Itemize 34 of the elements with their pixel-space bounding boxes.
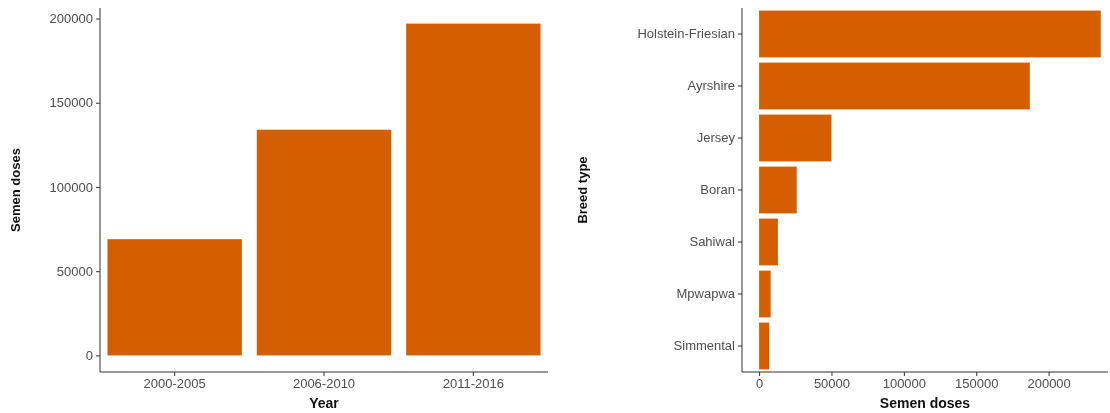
y-tick-label: 0 (85, 348, 93, 364)
bar (759, 322, 770, 370)
y-tick-label: 100000 (49, 179, 93, 195)
x-tick-label: 0 (755, 376, 764, 392)
x-tick-label: 2011-2016 (442, 376, 504, 392)
y-tick-label: 50000 (56, 263, 93, 279)
y-tick-label: Jersey (696, 130, 736, 146)
x-tick-label: 150000 (955, 376, 999, 392)
y-tick-label: Simmental (673, 338, 736, 354)
x-tick-label: 100000 (882, 376, 927, 392)
x-tick-label: 200000 (1027, 376, 1071, 392)
bar (107, 239, 242, 356)
y-tick-label: 150000 (49, 95, 93, 111)
bar (759, 10, 1101, 58)
bar (759, 166, 797, 214)
y-tick-label: Mpwapwa (676, 286, 736, 302)
bar (406, 23, 541, 356)
bar (256, 129, 392, 356)
x-axis-title: Semen doses (879, 395, 971, 411)
x-tick-label: 50000 (813, 376, 851, 392)
y-tick-label: Holstein-Friesian (637, 26, 735, 42)
y-tick-label: Sahiwal (689, 234, 736, 250)
x-tick-label: 2000-2005 (143, 376, 206, 392)
x-tick-label: 2006-2010 (292, 376, 356, 392)
y-axis-title: Breed type (575, 156, 590, 224)
y-axis-title: Semen doses (8, 148, 23, 232)
bar (759, 114, 832, 162)
x-axis-title: Year (309, 395, 340, 411)
y-tick-label: Boran (700, 182, 735, 198)
bar (759, 62, 1030, 110)
y-tick-label: 200000 (49, 11, 93, 27)
bar (759, 218, 778, 266)
y-tick-label: Ayrshire (687, 78, 735, 94)
bar (759, 270, 771, 318)
